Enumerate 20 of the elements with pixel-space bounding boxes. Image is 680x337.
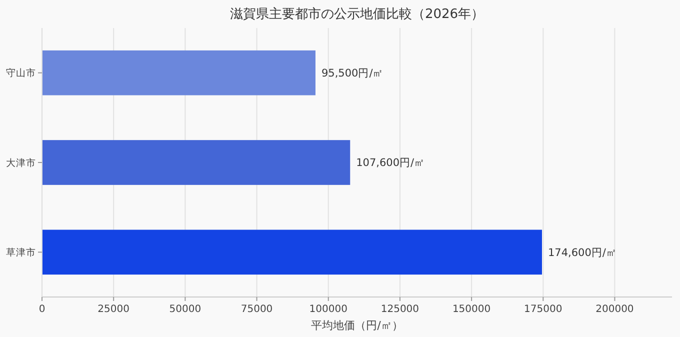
x-tick-label: 50000 <box>169 304 202 315</box>
x-tick-label: 175000 <box>524 304 562 315</box>
x-tick-label: 200000 <box>596 304 634 315</box>
data-label: 174,600円/㎡ <box>548 246 617 259</box>
x-tick-label: 125000 <box>380 304 420 315</box>
y-tick-label: 大津市 <box>6 156 36 169</box>
bar <box>42 50 316 96</box>
x-tick-label: 150000 <box>452 304 491 315</box>
bar <box>42 140 350 185</box>
x-tick-label: 75000 <box>240 304 273 315</box>
bar <box>42 230 542 275</box>
x-tick-label: 100000 <box>309 304 348 315</box>
y-tick-label: 草津市 <box>6 246 36 258</box>
data-label: 95,500円/㎡ <box>321 68 384 80</box>
x-axis-title: 平均地価（円/㎡） <box>311 319 403 332</box>
x-tick-label: 25000 <box>98 304 130 315</box>
data-label: 107,600円/㎡ <box>356 157 426 170</box>
x-tick-label: 0 <box>38 304 46 315</box>
y-tick-label: 守山市 <box>6 67 36 80</box>
chart-title: 滋賀県主要都市の公示地価比較（2026年） <box>230 6 484 22</box>
